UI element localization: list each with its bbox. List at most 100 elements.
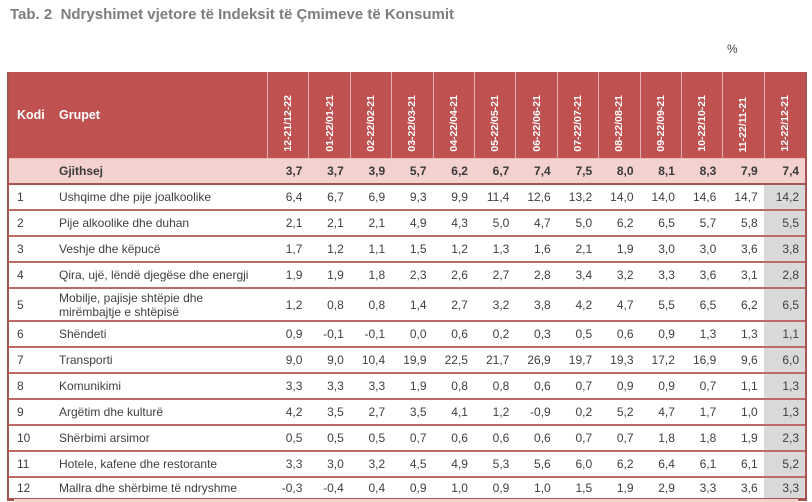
value-cell: 0,8 [327, 297, 344, 312]
column-header-period: 03-22/03-21 [391, 72, 432, 158]
value-cell: 0,9 [616, 379, 634, 393]
code-cell: 5 [17, 297, 24, 312]
value-cell: 1,2 [492, 405, 510, 419]
value-cell: 6,5 [699, 297, 717, 312]
code-cell: 9 [17, 405, 24, 419]
value-cell: 5,2 [763, 452, 806, 476]
value-cell: 3,3 [699, 481, 717, 495]
code-cell: 8 [17, 379, 24, 393]
period-label: 12-21/12-22 [282, 95, 295, 152]
value-cell: 3,4 [575, 268, 593, 282]
value-cell: 3,6 [741, 242, 758, 256]
value-cell: 5,7 [699, 216, 717, 230]
value-cell: 0,8 [492, 379, 510, 393]
value-cell: 2,7 [368, 405, 386, 419]
value-cell: 6,7 [327, 190, 344, 204]
value-cell: 3,8 [534, 297, 551, 312]
value-cell: 0,5 [575, 327, 593, 341]
total-value-cell: 3,7 [327, 164, 344, 178]
value-cell: 6,2 [616, 457, 634, 471]
value-cell: 2,7 [492, 268, 510, 282]
total-value-cell: 5,7 [409, 164, 427, 178]
total-value-cell: 8,3 [699, 164, 717, 178]
value-cell: -0,9 [530, 405, 551, 419]
value-cell: 4,3 [451, 216, 468, 230]
value-cell: 2,9 [658, 481, 675, 495]
value-cell: 4,1 [451, 405, 468, 419]
value-cell: 2,3 [409, 268, 427, 282]
value-cell: -0,4 [323, 481, 344, 495]
value-cell: 1,2 [327, 242, 344, 256]
value-cell: 2,1 [368, 216, 386, 230]
column-header-period: 12-22/12-21 [763, 72, 805, 158]
value-cell: 1,5 [409, 242, 427, 256]
table-row: 7 Transporti 9,0 9,0 10,4 19,9 22,5 21,7 26,9 19,… [9, 348, 806, 374]
period-label: 06-22/06-21 [530, 95, 543, 152]
value-cell: 6,2 [616, 216, 634, 230]
table-title: Tab. 2 Ndryshimet vjetore të Indeksit të… [10, 6, 455, 23]
code-cell: 11 [17, 457, 30, 471]
value-cell: 1,4 [409, 297, 427, 312]
column-header-period: 09-22/09-21 [639, 72, 681, 158]
total-value-cell: 6,2 [451, 164, 468, 178]
value-cell: 2,7 [451, 297, 468, 312]
value-cell: 2,3 [763, 426, 806, 450]
value-cell: 3,3 [368, 379, 386, 393]
group-label-cell: Veshje dhe këpucë [59, 242, 161, 256]
value-cell: 6,5 [763, 289, 806, 320]
table-row: 12 Mallra dhe shërbime të ndryshme -0,3 -0,… [9, 478, 806, 498]
value-cell: 21,7 [485, 353, 510, 367]
group-label-cell: Transporti [59, 353, 113, 367]
period-label: 11-22/11-21 [737, 96, 750, 152]
value-cell: 9,0 [327, 353, 344, 367]
value-cell: 0,2 [492, 327, 510, 341]
column-header-period: 04-22/04-21 [432, 72, 474, 158]
column-header-period: 11-22/11-21 [722, 72, 763, 158]
column-header-period: 07-22/07-21 [556, 72, 598, 158]
table-row: 9 Argëtim dhe kulturë 4,2 3,5 2,7 3,5 4,1 1,2 -0… [9, 400, 806, 426]
value-cell: -0,1 [364, 327, 386, 341]
value-cell: 14,6 [692, 190, 717, 204]
total-value-cell: 6,7 [492, 164, 510, 178]
value-cell: 3,0 [699, 242, 717, 256]
period-label: 02-22/02-21 [364, 95, 377, 152]
total-value-cell: 8,1 [658, 164, 675, 178]
value-cell: 19,9 [403, 353, 427, 367]
value-cell: 1,7 [699, 405, 717, 419]
value-cell: 5,8 [741, 216, 758, 230]
value-cell: 4,5 [409, 457, 427, 471]
value-cell: 3,3 [327, 379, 344, 393]
code-cell: 1 [17, 190, 24, 204]
value-cell: 9,9 [451, 190, 468, 204]
value-cell: 0,6 [616, 327, 634, 341]
value-cell: 4,2 [575, 297, 593, 312]
value-cell: 0,9 [658, 379, 675, 393]
column-header-grupet: Grupet [59, 108, 100, 122]
period-label: 01-22/01-21 [323, 95, 336, 152]
value-cell: 4,9 [409, 216, 427, 230]
period-label: 09-22/09-21 [654, 95, 667, 152]
value-cell: 2,8 [534, 268, 551, 282]
column-header-period: 06-22/06-21 [515, 72, 556, 158]
period-label: 03-22/03-21 [406, 95, 419, 152]
code-cell: 6 [17, 327, 24, 341]
value-cell: 3,3 [763, 478, 806, 498]
value-cell: 2,6 [451, 268, 468, 282]
value-cell: 1,5 [575, 481, 593, 495]
value-cell: 4,7 [658, 405, 675, 419]
value-cell: 5,0 [492, 216, 510, 230]
value-cell: 0,7 [616, 431, 634, 445]
column-header-period: 08-22/08-21 [598, 72, 639, 158]
value-cell: 3,0 [327, 457, 344, 471]
value-cell: 2,1 [285, 216, 303, 230]
group-label-cell: Argëtim dhe kulturë [59, 405, 164, 419]
value-cell: 1,7 [285, 242, 303, 256]
value-cell: 0,9 [409, 481, 427, 495]
group-label-cell: Hotele, kafene dhe restorante [59, 457, 218, 471]
value-cell: 13,2 [568, 190, 593, 204]
value-cell: 19,7 [568, 353, 593, 367]
value-cell: 0,7 [575, 379, 593, 393]
period-label: 12-22/12-21 [778, 95, 791, 152]
value-cell: 12,6 [527, 190, 551, 204]
cpi-table: Kodi Grupet 12-21/12-22 01-22/01-21 02-22/… [7, 72, 807, 501]
